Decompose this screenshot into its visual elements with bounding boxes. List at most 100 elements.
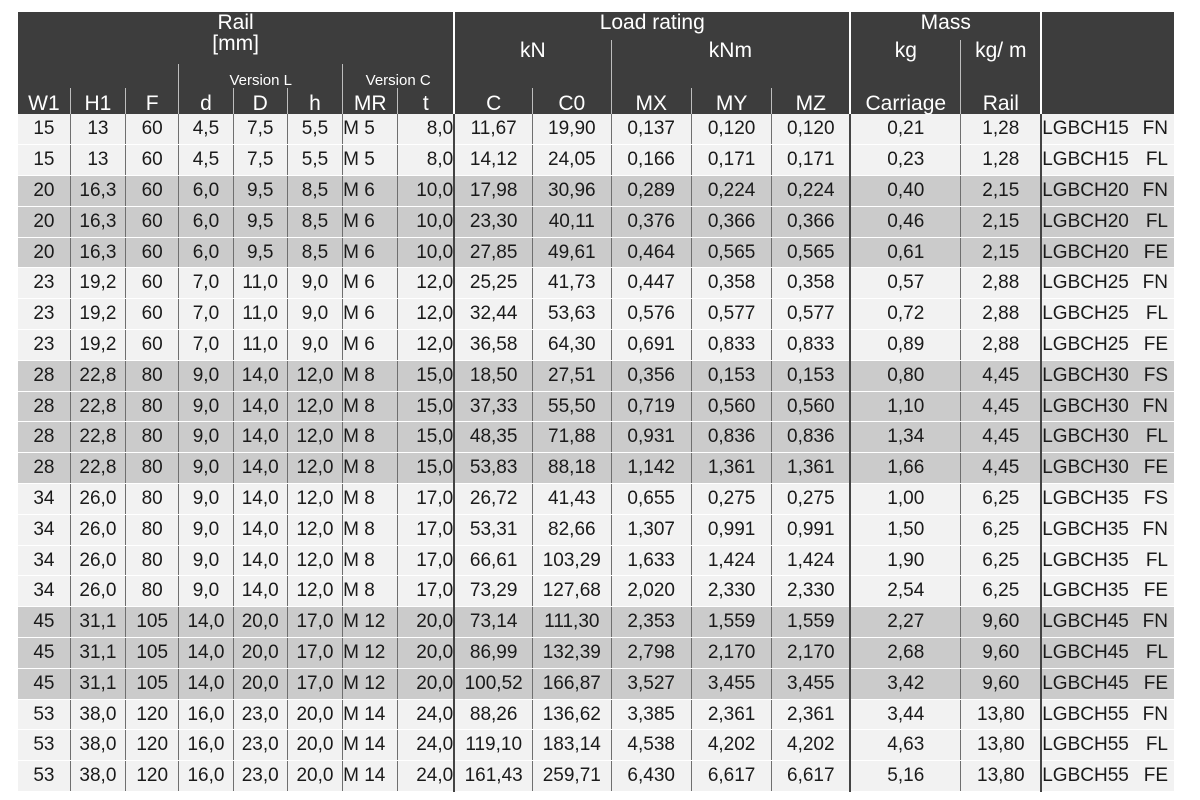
cell-D: 14,0 <box>233 452 288 485</box>
cell-f: 120 <box>125 760 180 793</box>
cell-carriage-mass: 3,42 <box>849 668 962 700</box>
cell-carriage-mass: 1,00 <box>849 483 962 515</box>
cell-c0: 19,90 <box>532 114 612 146</box>
cell-mz: 0,577 <box>771 298 851 331</box>
product-code: LGBCH30 <box>1042 426 1129 448</box>
cell-f: 60 <box>125 206 180 238</box>
cell-mx: 0,655 <box>611 483 692 515</box>
cell-d: 6,0 <box>178 237 234 269</box>
table-row: 23 19,2 60 7,0 11,0 9,0 M 6 12,0 25,25 41,73 0,447… <box>18 267 1174 300</box>
product-code: LGBCH55 <box>1042 734 1129 756</box>
cell-rail-mass: 13,80 <box>960 760 1042 793</box>
cell-d: 9,0 <box>178 545 234 577</box>
product-code: LGBCH45 <box>1042 611 1129 633</box>
mass-unit-kgm: kg/ m <box>960 40 1042 64</box>
cell-c0: 259,71 <box>532 760 612 793</box>
cell-carriage-mass: 0,46 <box>849 206 962 238</box>
cell-c: 73,14 <box>453 606 534 639</box>
cell-w1: 53 <box>18 760 71 793</box>
cell-product: FN LGBCH30 <box>1040 391 1174 423</box>
cell-mx: 0,719 <box>611 391 692 423</box>
cell-mz: 0,565 <box>771 237 851 269</box>
cell-h: 12,0 <box>287 575 344 608</box>
cell-c: 11,67 <box>453 114 534 146</box>
cell-h: 17,0 <box>287 668 344 700</box>
cell-f: 60 <box>125 144 180 177</box>
cell-mx: 0,464 <box>611 237 692 269</box>
product-code: LGBCH20 <box>1042 179 1129 201</box>
cell-mr: M 6 <box>342 267 399 300</box>
cell-h1: 19,2 <box>70 267 127 300</box>
cell-t: 24,0 <box>397 760 455 793</box>
spec-table-body: 15 13 60 4,5 7,5 5,5 M 5 8,0 11,67 19,90 0,137 0,12… <box>18 114 1174 793</box>
cell-h: 12,0 <box>287 514 344 546</box>
cell-f: 105 <box>125 637 180 669</box>
table-row: 34 26,0 80 9,0 14,0 12,0 M 8 17,0 53,31 82,66 1,30… <box>18 514 1174 546</box>
product-code: LGBCH35 <box>1042 580 1129 602</box>
cell-h1: 38,0 <box>70 729 127 762</box>
cell-D: 11,0 <box>233 267 288 300</box>
cell-d: 14,0 <box>178 637 234 669</box>
cell-my: 6,617 <box>691 760 773 793</box>
cell-my: 0,275 <box>691 483 773 515</box>
product-code: LGBCH35 <box>1042 518 1129 540</box>
cell-mx: 0,576 <box>611 298 692 331</box>
cell-f: 120 <box>125 699 180 731</box>
cell-h1: 26,0 <box>70 483 127 515</box>
version-blank <box>18 64 179 88</box>
cell-mx: 2,020 <box>611 575 692 608</box>
cell-w1: 28 <box>18 421 71 454</box>
cell-w1: 28 <box>18 452 71 485</box>
cell-my: 0,836 <box>691 421 773 454</box>
cell-c: 66,61 <box>453 545 534 577</box>
product-suffix: FL <box>1145 149 1168 171</box>
cell-h1: 31,1 <box>70 668 127 700</box>
product-suffix: FL <box>1145 549 1168 571</box>
cell-d: 16,0 <box>178 729 234 762</box>
cell-f: 60 <box>125 329 180 361</box>
cell-t: 24,0 <box>397 729 455 762</box>
cell-f: 80 <box>125 545 180 577</box>
cell-rail-mass: 1,28 <box>960 114 1042 146</box>
product-code: LGBCH45 <box>1042 672 1129 694</box>
cell-D: 11,0 <box>233 329 288 361</box>
cell-c: 27,85 <box>453 237 534 269</box>
product-code: LGBCH25 <box>1042 303 1129 325</box>
product-code: LGBCH55 <box>1042 765 1129 787</box>
cell-my: 0,224 <box>691 175 773 207</box>
cell-rail-mass: 2,88 <box>960 329 1042 361</box>
cell-mx: 0,691 <box>611 329 692 361</box>
cell-t: 17,0 <box>397 483 455 515</box>
cell-mz: 0,171 <box>771 144 851 177</box>
cell-mr: M 8 <box>342 514 399 546</box>
cell-t: 12,0 <box>397 329 455 361</box>
cell-mx: 4,538 <box>611 729 692 762</box>
cell-f: 60 <box>125 267 180 300</box>
cell-d: 16,0 <box>178 760 234 793</box>
cell-w1: 28 <box>18 391 71 423</box>
table-row: 45 31,1 105 14,0 20,0 17,0 M 12 20,0 86,99 132,39… <box>18 637 1174 669</box>
table-row: 23 19,2 60 7,0 11,0 9,0 M 6 12,0 36,58 64,30 0,691… <box>18 329 1174 361</box>
cell-D: 14,0 <box>233 391 288 423</box>
cell-t: 15,0 <box>397 421 455 454</box>
cell-carriage-mass: 1,66 <box>849 452 962 485</box>
cell-product: FN LGBCH45 <box>1040 606 1174 639</box>
cell-c0: 49,61 <box>532 237 612 269</box>
cell-t: 17,0 <box>397 575 455 608</box>
cell-mr: M 6 <box>342 175 399 207</box>
cell-my: 1,361 <box>691 452 773 485</box>
cell-h1: 31,1 <box>70 637 127 669</box>
cell-c: 53,83 <box>453 452 534 485</box>
cell-my: 0,833 <box>691 329 773 361</box>
cell-h: 8,5 <box>287 206 344 238</box>
cell-w1: 20 <box>18 206 71 238</box>
load-rating-header: Load rating <box>453 12 851 40</box>
cell-mz: 0,991 <box>771 514 851 546</box>
product-suffix: FN <box>1142 611 1168 633</box>
cell-mz: 2,330 <box>771 575 851 608</box>
cell-my: 1,559 <box>691 606 773 639</box>
cell-rail-mass: 2,15 <box>960 237 1042 269</box>
cell-c: 53,31 <box>453 514 534 546</box>
mass-unit-kg: kg <box>849 40 961 64</box>
cell-D: 14,0 <box>233 360 288 392</box>
